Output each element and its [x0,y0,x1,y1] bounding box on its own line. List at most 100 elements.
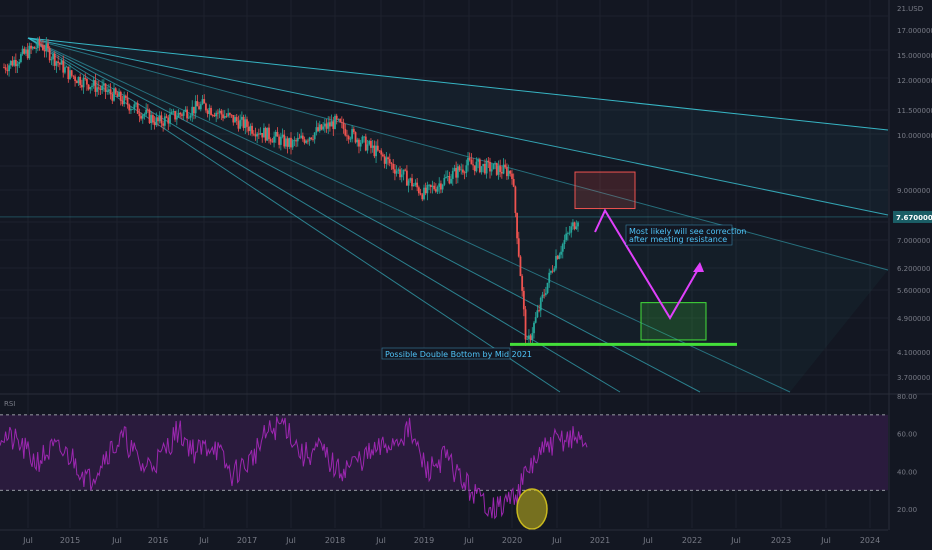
candle-body [472,164,474,166]
candle-body [368,140,371,145]
candle-body [419,193,422,195]
candle-body [124,95,127,98]
candle-body [16,64,19,67]
candle-body [58,62,61,65]
candle-body [492,163,495,170]
x-tick-label: 2021 [590,536,610,545]
fan-line[interactable] [27,37,791,393]
candle-body [210,107,212,116]
candle-body [373,145,376,157]
candle-body [300,135,303,138]
candle-body [509,170,512,174]
candle-body [441,184,444,190]
candle-body [146,109,149,111]
rsi-line[interactable] [0,416,588,520]
candle-body [456,166,459,178]
candle-body [531,333,534,341]
candle-body [312,139,314,140]
candle-body [31,46,34,49]
y-tick-label: 5.600000 [897,287,930,295]
candle-body [291,140,294,148]
candle-body [335,115,338,120]
candle-body [526,338,529,340]
candle-body [237,121,240,129]
candle-body [339,119,342,122]
candle-body [570,226,573,233]
candle-body [346,135,348,137]
candle-body [436,186,439,192]
x-tick-label: 2017 [237,536,257,545]
candle-body [80,85,83,88]
candle-body [141,115,144,119]
candle-body [397,169,400,171]
candle-body [191,106,194,116]
fan-line[interactable] [27,37,889,216]
candle-body [64,67,66,73]
candle-body [128,104,131,111]
candle-body [463,172,466,174]
candle-body [74,76,76,81]
projection-arrow[interactable] [594,208,701,320]
candle-body [473,165,476,172]
x-tick-label: Jul [285,536,296,545]
candle-body [72,75,75,77]
candle-body [246,119,248,127]
candle-body [371,145,374,148]
candle-body [70,70,73,76]
candle-body [485,160,488,174]
candle-body [283,134,286,147]
candle-body [177,112,180,118]
fan-line[interactable] [27,37,701,393]
candle-body [155,117,158,126]
candle-body [382,154,384,157]
candle-body [259,133,262,135]
candle-body [196,101,199,107]
candle-body [239,119,242,129]
candle-body [87,84,90,90]
candle-body [495,162,498,175]
fan-line[interactable] [27,37,889,131]
x-tick-label: Jul [198,536,209,545]
candle-body [405,170,408,186]
candle-body [198,106,200,110]
candle-body [446,176,449,177]
candle-body [480,166,483,173]
candle-body [366,144,369,151]
rsi-y-tick-label: 20.00 [897,506,917,514]
candle-body [235,117,238,122]
candle-body [20,54,22,62]
x-tick-label: Jul [820,536,831,545]
candle-body [201,99,204,105]
candle-body [215,112,218,117]
candle-body [358,139,360,147]
x-tick-label: Jul [730,536,741,545]
candle-body [194,101,197,114]
candle-body [18,61,21,65]
fan-fill [28,38,888,215]
target-zone-box[interactable] [640,302,707,341]
candle-body [249,125,252,132]
candle-body [524,309,527,340]
candle-body [550,270,552,273]
candle-body [534,317,537,323]
candle-body [3,67,5,69]
candle-body [516,212,518,239]
candle-body [558,254,561,259]
candle-body [507,170,510,177]
fan-line[interactable] [27,37,561,393]
resistance-zone-box[interactable] [574,171,636,210]
fan-line[interactable] [27,37,889,271]
candle-body [330,121,333,127]
candle-body [310,137,313,140]
candle-body [281,134,284,137]
candle-body [6,69,9,72]
candle-body [572,222,574,227]
x-tick-label: 2015 [60,536,80,545]
rsi-oversold-highlight[interactable] [516,488,548,530]
candle-body [208,107,211,114]
candle-body [388,159,391,164]
candle-body [279,136,282,145]
candle-body [460,169,463,171]
x-tick-label: 2024 [860,536,880,545]
